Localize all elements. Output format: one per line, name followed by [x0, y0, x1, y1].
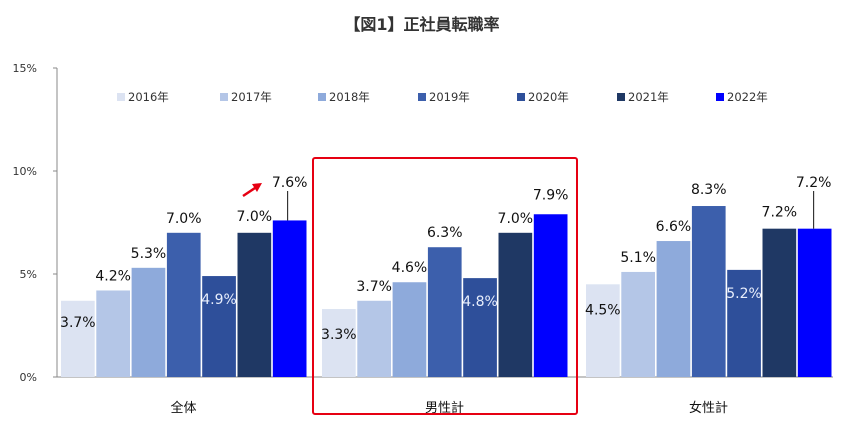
category-label: 女性計: [689, 400, 728, 416]
bar-2-6: [797, 228, 832, 377]
bar-0-5: [237, 232, 272, 377]
bar-0-0: [61, 300, 95, 377]
y-tick-label: 5%: [20, 268, 37, 281]
bar-1-3: [427, 247, 462, 377]
bar-0-1: [96, 290, 130, 377]
data-label: 3.3%: [321, 327, 357, 343]
legend-swatch: [517, 93, 525, 101]
bar-2-4: [727, 269, 761, 377]
data-label: 6.3%: [427, 225, 463, 241]
legend-swatch: [617, 93, 625, 101]
legend-label: 2019年: [429, 90, 470, 104]
data-label: 7.2%: [796, 175, 832, 191]
bar-0-2: [131, 267, 166, 377]
bar-2-0: [586, 284, 620, 377]
bar-2-3: [691, 206, 726, 377]
bar-2-5: [762, 228, 797, 377]
bar-0-3: [166, 232, 201, 377]
bar-1-1: [357, 300, 391, 377]
data-label: 4.5%: [585, 302, 621, 318]
bar-2-2: [656, 241, 691, 377]
legend-label: 2020年: [528, 90, 569, 104]
data-label: 5.3%: [131, 246, 167, 262]
legend-swatch: [716, 93, 724, 101]
data-label: 3.7%: [60, 315, 96, 331]
bar-1-0: [322, 309, 356, 377]
y-tick-label: 15%: [13, 62, 37, 75]
data-label: 3.7%: [356, 279, 392, 295]
bar-1-5: [498, 232, 533, 377]
legend-swatch: [117, 93, 125, 101]
data-label: 4.6%: [392, 260, 428, 276]
legend-swatch: [220, 93, 228, 101]
bar-0-6: [272, 220, 307, 377]
legend-label: 2022年: [727, 90, 768, 104]
chart-title: 【図1】正社員転職率: [344, 15, 499, 34]
data-label: 7.2%: [762, 205, 798, 221]
data-label: 5.1%: [620, 250, 656, 266]
bar-1-4: [463, 278, 497, 377]
bar-2-1: [621, 271, 655, 377]
legend-label: 2021年: [628, 90, 669, 104]
legend-label: 2016年: [128, 90, 169, 104]
y-tick-label: 0%: [20, 371, 37, 384]
legend-swatch: [318, 93, 326, 101]
data-label: 6.6%: [656, 219, 692, 235]
legend-label: 2017年: [231, 90, 272, 104]
y-tick-label: 10%: [13, 165, 37, 178]
increase-arrowhead-icon: [252, 183, 262, 192]
data-label: 7.0%: [166, 211, 202, 227]
bar-1-2: [392, 282, 427, 377]
data-label: 8.3%: [691, 182, 727, 198]
legend-swatch: [418, 93, 426, 101]
data-label: 7.0%: [498, 211, 534, 227]
category-label: 全体: [171, 400, 197, 416]
legend-label: 2018年: [329, 90, 370, 104]
highlight-box: [312, 157, 578, 415]
data-label: 7.9%: [533, 187, 569, 203]
data-label: 7.6%: [272, 175, 308, 191]
bar-0-4: [202, 276, 236, 377]
data-label: 5.2%: [726, 286, 762, 302]
data-label: 4.9%: [201, 292, 237, 308]
bar-1-6: [533, 214, 568, 377]
data-label: 4.2%: [95, 268, 131, 284]
data-label: 7.0%: [237, 209, 273, 225]
category-label: 男性計: [425, 400, 464, 416]
data-label: 4.8%: [462, 294, 498, 310]
